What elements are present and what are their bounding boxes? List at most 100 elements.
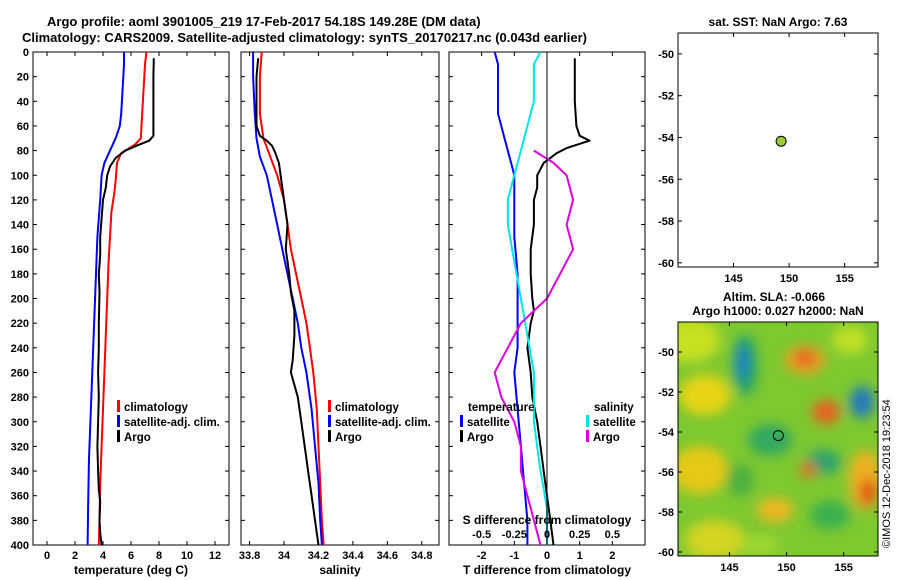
argo-location-marker: [772, 430, 784, 442]
y-tick-label: 40: [17, 96, 29, 108]
y-tick-label: 240: [11, 343, 29, 355]
y-tick-label: -50: [658, 347, 674, 359]
legend-swatch-satellite: [117, 415, 120, 427]
legend-label-argo: Argo: [335, 432, 362, 444]
legend-swatch-argo: [117, 430, 120, 442]
legend-label-t-satellite: satellite: [467, 417, 510, 429]
x-tick-label: -2: [477, 550, 487, 562]
y-tick-label: -58: [658, 507, 674, 519]
legend-label-satellite: satellite-adj. clim.: [124, 417, 220, 429]
y-tick-label: 60: [17, 121, 29, 133]
y-tick-label: -54: [658, 132, 675, 144]
x-tick-label: 150: [780, 273, 798, 285]
legend-header-temperature: temperature: [468, 402, 534, 414]
legend-label-climatology: climatology: [335, 402, 400, 414]
series-line-satellite-adj-clim-: [252, 52, 323, 545]
y-tick-label: 320: [11, 441, 29, 453]
x-top-tick-label: 0.5: [605, 529, 620, 541]
x-tick-label: 4: [100, 550, 107, 562]
sla-map-panel: [677, 321, 879, 557]
y-tick-label: -50: [658, 49, 674, 61]
legend-swatch-t-argo: [460, 430, 463, 442]
y-tick-label: 100: [11, 170, 29, 182]
x-tick-label: 1: [577, 550, 583, 562]
figure-title-line1: Argo profile: aoml 3901005_219 17-Feb-20…: [47, 14, 481, 29]
legend-swatch-t-satellite: [460, 415, 463, 427]
x-tick-label: 2: [72, 550, 78, 562]
timestamp: ©IMOS 12-Dec-2018 19:23:54: [881, 399, 893, 548]
y-tick-label: 160: [11, 244, 29, 256]
legend-swatch-climatology: [328, 400, 331, 412]
series-line-s-argo: [493, 149, 575, 545]
y-tick-label: -58: [658, 216, 674, 228]
x-tick-label: 34.2: [308, 550, 329, 562]
y-tick-label: 260: [11, 367, 29, 379]
y-tick-label: -54: [658, 427, 675, 439]
y-tick-label: 360: [11, 491, 29, 503]
y-tick-label: 220: [11, 318, 29, 330]
difference-xlabel: T difference from climatology: [463, 563, 631, 577]
x-tick-label: 2: [609, 550, 615, 562]
y-tick-label: 0: [23, 47, 29, 59]
salinity-panel: [240, 51, 440, 546]
x-tick-label: 34.8: [411, 550, 432, 562]
x-tick-label: 0: [544, 550, 550, 562]
legend-label-s-satellite: satellite: [593, 417, 636, 429]
y-tick-label: -60: [658, 547, 674, 559]
legend-swatch-climatology: [117, 400, 120, 412]
salinity-legend: climatology satellite-adj. clim. Argo: [328, 400, 431, 444]
figure-title-line2: Climatology: CARS2009. Satellite-adjuste…: [22, 30, 587, 45]
x-tick-label: 12: [209, 550, 221, 562]
temperature-xlabel: temperature (deg C): [74, 563, 188, 577]
x-tick-label: 145: [720, 562, 738, 574]
x-tick-label: 34.6: [377, 550, 398, 562]
series-line-t-argo: [526, 58, 591, 545]
y-tick-label: -60: [658, 258, 674, 270]
y-tick-label: 300: [11, 417, 29, 429]
legend-header-salinity: salinity: [594, 402, 634, 414]
salinity-xlabel: salinity: [319, 563, 361, 577]
temperature-legend: climatology satellite-adj. clim. Argo: [117, 400, 220, 444]
y-tick-label: 380: [11, 515, 29, 527]
difference-legend: temperature satellite Argo salinity sate…: [460, 402, 636, 444]
sla-map-heatmap: [678, 322, 878, 556]
y-tick-label: 140: [11, 220, 29, 232]
y-tick-label: 340: [11, 466, 29, 478]
y-tick-label: 200: [11, 294, 29, 306]
series-line-s-satellite: [506, 52, 548, 545]
series-line-t-satellite: [493, 52, 529, 545]
y-tick-label: 280: [11, 392, 29, 404]
x-tick-label: 145: [724, 273, 742, 285]
x-top-tick-label: 0: [544, 529, 550, 541]
y-tick-label: 80: [17, 146, 29, 158]
sst-map-panel: [677, 32, 879, 268]
legend-label-t-argo: Argo: [467, 432, 494, 444]
temperature-panel: [32, 51, 230, 546]
y-tick-label: -56: [658, 467, 674, 479]
x-tick-label: 10: [181, 550, 193, 562]
legend-label-s-argo: Argo: [593, 432, 620, 444]
legend-label-argo: Argo: [124, 432, 151, 444]
legend-label-climatology: climatology: [124, 402, 189, 414]
series-line-argo: [96, 58, 155, 545]
x-top-tick-label: -0.25: [502, 529, 527, 541]
x-tick-label: -1: [509, 550, 519, 562]
legend-swatch-satellite: [328, 415, 331, 427]
x-tick-label: 0: [44, 550, 50, 562]
y-tick-label: 180: [11, 269, 29, 281]
x-tick-label: 34: [278, 550, 291, 562]
sla-map-title-line1: Altim. SLA: -0.066: [723, 290, 825, 304]
difference-top-xlabel: S difference from climatology: [463, 513, 632, 527]
x-tick-label: 155: [835, 273, 853, 285]
argo-location-marker: [775, 135, 787, 147]
legend-label-satellite: satellite-adj. clim.: [335, 417, 431, 429]
legend-swatch-s-satellite: [586, 415, 589, 427]
series-line-satellite-adj-clim-: [86, 52, 125, 545]
sla-map-title-line2: Argo h1000: 0.027 h2000: NaN: [692, 304, 863, 318]
x-tick-label: 33.8: [239, 550, 260, 562]
y-tick-label: 400: [11, 540, 29, 552]
x-tick-label: 6: [128, 550, 134, 562]
y-tick-label: -52: [658, 91, 674, 103]
x-tick-label: 150: [777, 562, 795, 574]
